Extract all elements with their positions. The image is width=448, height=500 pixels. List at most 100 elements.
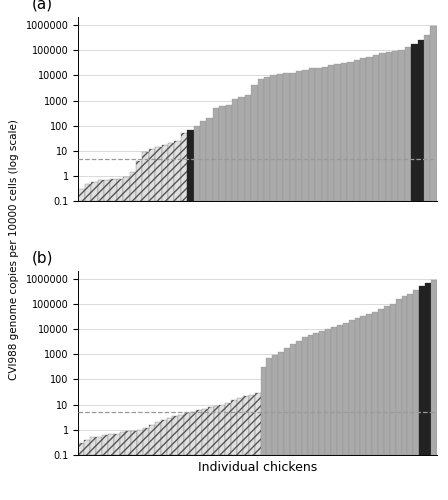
Bar [117, 178, 123, 202]
Bar [378, 308, 384, 455]
Bar [78, 190, 85, 202]
Bar [131, 431, 137, 455]
Bar [251, 86, 258, 202]
Bar [405, 48, 411, 202]
Bar [361, 316, 366, 455]
Bar [414, 290, 419, 455]
Bar [407, 294, 414, 455]
Bar [296, 340, 302, 455]
Bar [232, 98, 238, 202]
Bar [328, 66, 334, 202]
Bar [214, 406, 220, 455]
Bar [84, 440, 90, 455]
Bar [245, 96, 251, 202]
Bar [401, 296, 407, 455]
Bar [254, 392, 261, 455]
Bar [178, 414, 184, 455]
Bar [390, 304, 396, 455]
Bar [200, 120, 207, 202]
Bar [360, 58, 366, 202]
Bar [114, 434, 120, 455]
Bar [347, 62, 353, 202]
Text: (b): (b) [32, 250, 53, 266]
Bar [386, 52, 392, 202]
Bar [319, 331, 325, 455]
Bar [334, 64, 341, 202]
Bar [91, 182, 98, 202]
Bar [208, 407, 214, 455]
Bar [96, 438, 102, 455]
Bar [307, 334, 314, 455]
Bar [149, 426, 155, 455]
Bar [331, 327, 337, 455]
Bar [379, 54, 386, 202]
Bar [343, 322, 349, 455]
Bar [411, 44, 418, 202]
Bar [289, 72, 296, 202]
Bar [431, 26, 437, 202]
Bar [325, 329, 331, 455]
Bar [143, 428, 149, 455]
Bar [396, 300, 401, 455]
Bar [309, 68, 315, 202]
Bar [267, 358, 272, 455]
Bar [181, 134, 187, 202]
Bar [202, 408, 208, 455]
Bar [431, 280, 437, 455]
Bar [142, 152, 149, 202]
Bar [172, 416, 178, 455]
Bar [398, 50, 405, 202]
Bar [196, 410, 202, 455]
Bar [194, 126, 200, 202]
Bar [418, 40, 424, 202]
Bar [296, 71, 302, 202]
Bar [337, 324, 343, 455]
Bar [384, 306, 390, 455]
Bar [187, 130, 194, 202]
Text: (a): (a) [32, 0, 53, 12]
Bar [129, 172, 136, 202]
Bar [366, 57, 373, 202]
Text: CVI988 genome copies per 10000 cells (log scale): CVI988 genome copies per 10000 cells (lo… [9, 120, 19, 380]
Bar [220, 404, 225, 455]
Bar [315, 68, 322, 202]
Bar [167, 418, 172, 455]
Bar [78, 443, 84, 455]
Bar [424, 35, 431, 202]
Bar [392, 51, 398, 202]
Bar [425, 282, 431, 455]
Bar [341, 64, 347, 202]
Bar [137, 430, 143, 455]
Bar [238, 97, 245, 202]
Bar [102, 436, 108, 455]
Bar [108, 434, 114, 455]
Bar [373, 55, 379, 202]
Bar [123, 178, 129, 202]
Bar [213, 108, 219, 202]
Bar [155, 422, 161, 455]
Bar [277, 74, 283, 202]
Bar [219, 106, 226, 202]
Bar [302, 336, 307, 455]
Bar [372, 312, 378, 455]
Bar [207, 118, 213, 202]
Bar [243, 396, 249, 455]
Bar [261, 368, 267, 455]
Bar [98, 180, 104, 202]
Bar [90, 438, 96, 455]
Bar [349, 320, 354, 455]
Bar [120, 432, 125, 455]
Bar [174, 141, 181, 202]
Bar [290, 344, 296, 455]
Bar [353, 60, 360, 202]
Bar [225, 402, 231, 455]
Bar [278, 352, 284, 455]
Bar [85, 184, 91, 202]
Bar [249, 394, 254, 455]
Bar [272, 356, 278, 455]
Bar [419, 286, 425, 455]
X-axis label: Individual chickens: Individual chickens [198, 460, 317, 473]
Bar [283, 74, 289, 202]
Bar [322, 67, 328, 202]
Bar [314, 333, 319, 455]
